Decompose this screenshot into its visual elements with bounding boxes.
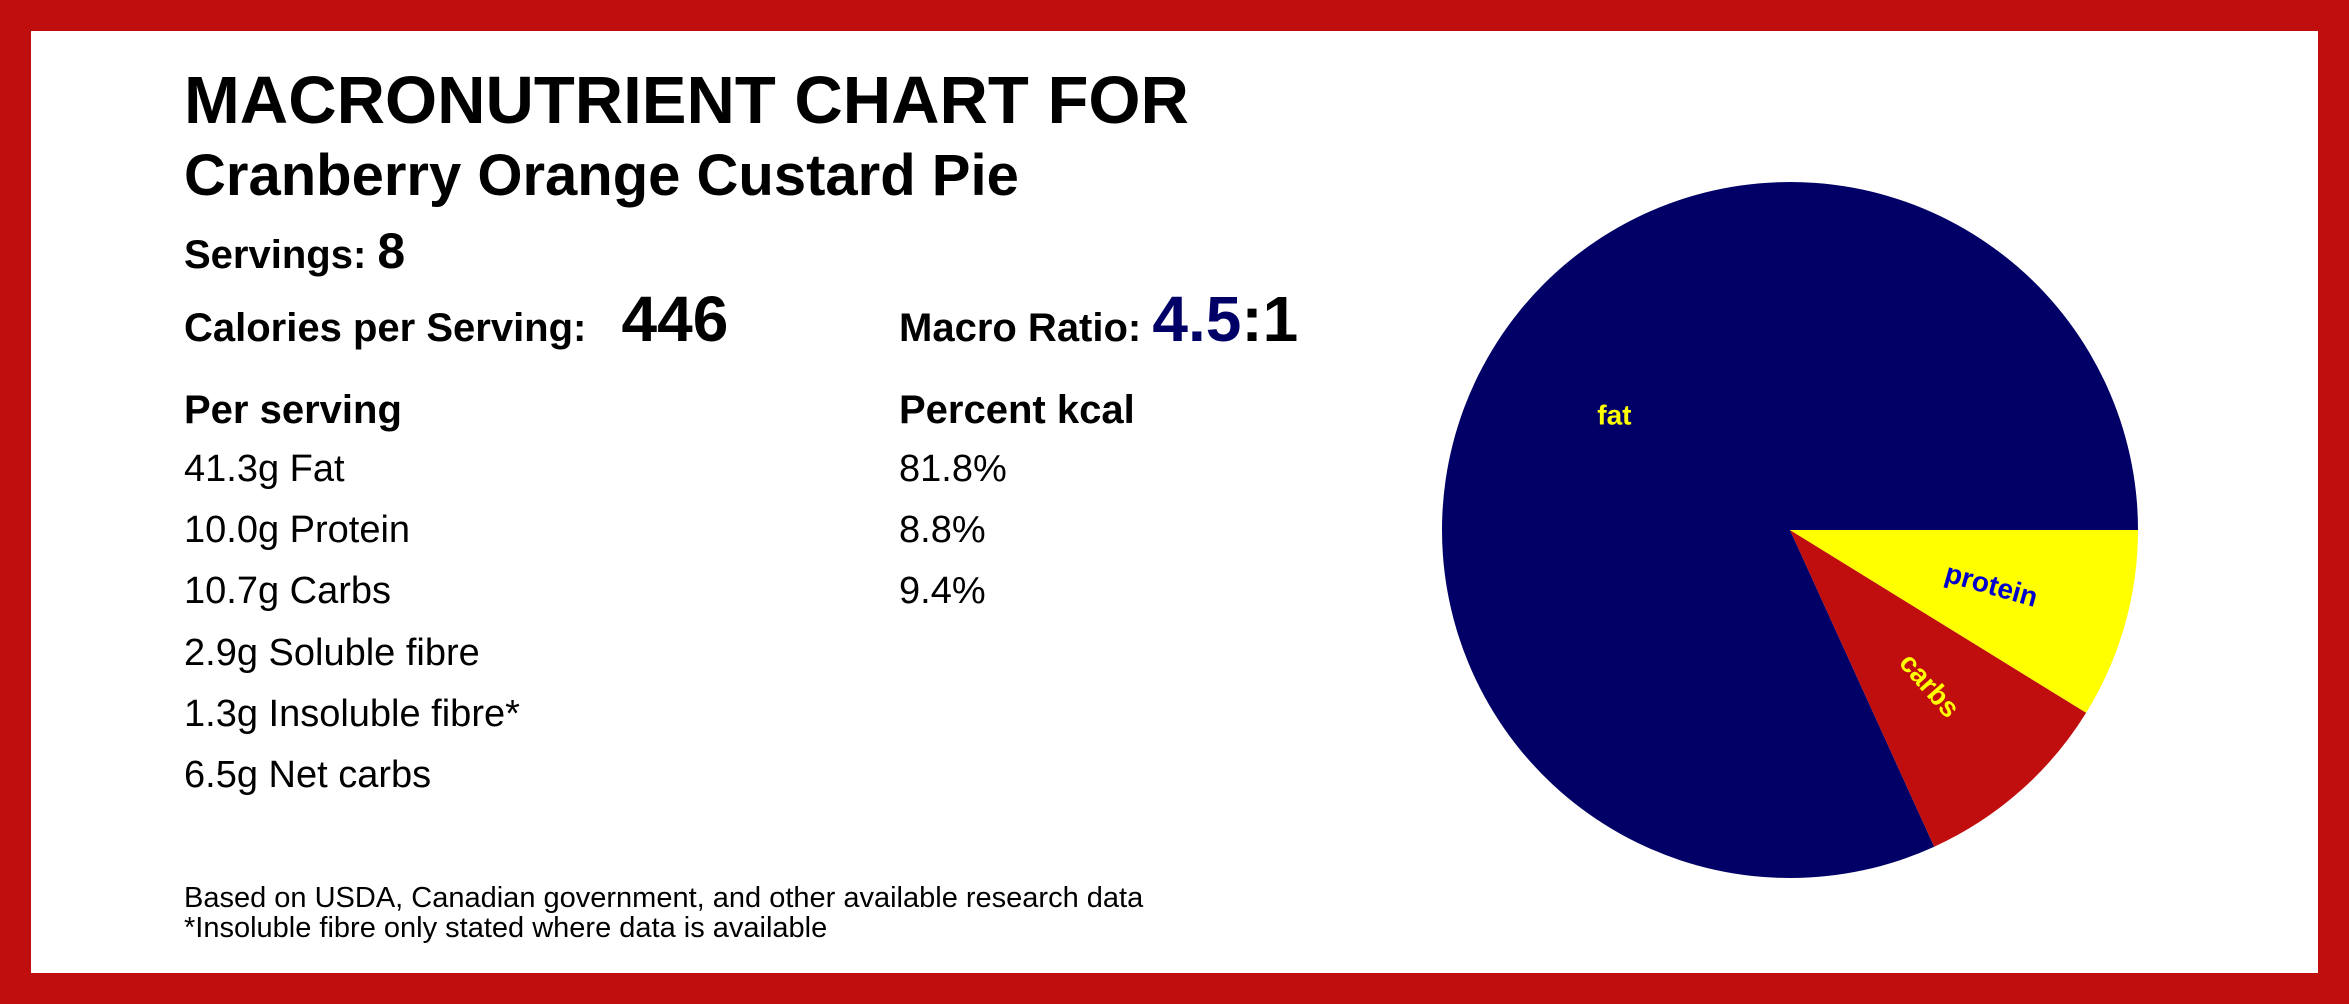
per-serving-row-protein: 10.0g Protein xyxy=(184,509,411,551)
pie-label-fat: fat xyxy=(1597,399,1631,430)
servings-line: Servings: 8 xyxy=(184,222,405,280)
pie-slice-protein xyxy=(1790,530,2138,713)
pie-slice-carbs xyxy=(1790,530,2087,847)
per-serving-row-soluble-fibre: 2.9g Soluble fibre xyxy=(184,632,480,674)
per-serving-heading: Per serving xyxy=(184,388,402,432)
chart-title: MACRONUTRIENT CHART FOR xyxy=(184,63,1189,138)
servings-value: 8 xyxy=(377,223,406,279)
macro-ratio-value: 4.5 xyxy=(1152,283,1242,355)
footnote-insoluble: *Insoluble fibre only stated where data … xyxy=(184,912,828,944)
percent-kcal-row-fat: 81.8% xyxy=(899,448,1007,490)
calories-value: 446 xyxy=(621,283,729,355)
percent-kcal-row-carbs: 9.4% xyxy=(899,570,986,612)
macro-ratio-suffix: :1 xyxy=(1241,283,1299,355)
per-serving-row-insoluble-fibre: 1.3g Insoluble fibre* xyxy=(184,693,520,735)
macro-ratio-label: Macro Ratio: xyxy=(899,306,1142,350)
recipe-name: Cranberry Orange Custard Pie xyxy=(184,143,1019,208)
servings-label: Servings: xyxy=(184,233,367,277)
calories-label: Calories per Serving: xyxy=(184,306,587,350)
percent-kcal-row-protein: 8.8% xyxy=(899,509,986,551)
footnote-source: Based on USDA, Canadian government, and … xyxy=(184,882,1144,914)
pie-slice-fat xyxy=(1442,182,2138,878)
calories-line: Calories per Serving: 446 xyxy=(184,282,728,356)
per-serving-row-fat: 41.3g Fat xyxy=(184,448,345,490)
per-serving-row-net-carbs: 6.5g Net carbs xyxy=(184,754,432,796)
macro-ratio-line: Macro Ratio: 4.5:1 xyxy=(899,282,1298,356)
percent-kcal-heading: Percent kcal xyxy=(899,388,1135,432)
per-serving-row-carbs: 10.7g Carbs xyxy=(184,570,392,612)
